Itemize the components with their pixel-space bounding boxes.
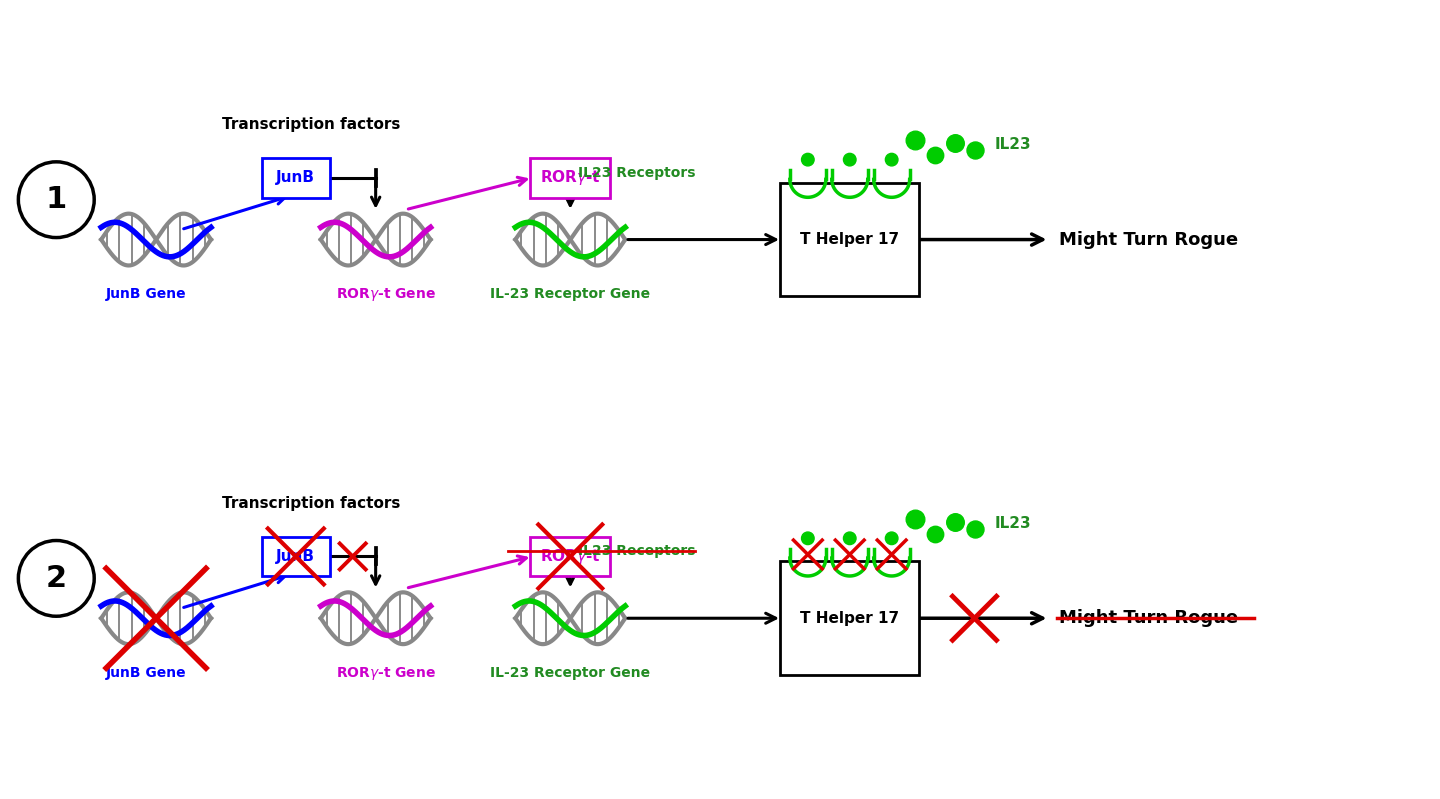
- Text: Might Turn Rogue: Might Turn Rogue: [1060, 609, 1238, 627]
- Text: T Helper 17: T Helper 17: [801, 232, 900, 247]
- Circle shape: [844, 532, 855, 545]
- Text: T Helper 17: T Helper 17: [801, 610, 900, 626]
- Circle shape: [802, 532, 814, 545]
- Text: JunB: JunB: [276, 549, 315, 564]
- FancyBboxPatch shape: [530, 158, 611, 197]
- Text: IL23 Receptors: IL23 Receptors: [577, 544, 696, 559]
- Text: 2: 2: [46, 564, 66, 593]
- Text: IL23 Receptors: IL23 Receptors: [577, 165, 696, 180]
- Circle shape: [19, 540, 94, 616]
- Point: [923, 527, 946, 540]
- Text: JunB Gene: JunB Gene: [105, 666, 186, 680]
- Text: IL-23 Receptor Gene: IL-23 Receptor Gene: [490, 666, 651, 680]
- Text: 1: 1: [46, 185, 66, 214]
- FancyBboxPatch shape: [262, 536, 330, 576]
- Point: [903, 133, 926, 146]
- Point: [963, 523, 986, 535]
- Text: JunB: JunB: [276, 170, 315, 185]
- Text: Transcription factors: Transcription factors: [222, 117, 400, 133]
- Text: ROR$\gamma$-t: ROR$\gamma$-t: [540, 169, 600, 187]
- Text: IL23: IL23: [995, 137, 1031, 153]
- Point: [963, 144, 986, 157]
- Text: ROR$\gamma$-t: ROR$\gamma$-t: [540, 547, 600, 566]
- Circle shape: [844, 153, 855, 166]
- Point: [943, 137, 966, 149]
- Text: IL-23 Receptor Gene: IL-23 Receptor Gene: [490, 288, 651, 301]
- Text: JunB Gene: JunB Gene: [105, 288, 186, 301]
- Circle shape: [886, 153, 899, 166]
- Circle shape: [886, 532, 899, 545]
- FancyBboxPatch shape: [262, 158, 330, 197]
- Text: Transcription factors: Transcription factors: [222, 496, 400, 511]
- Text: IL23: IL23: [995, 516, 1031, 531]
- Text: Might Turn Rogue: Might Turn Rogue: [1060, 231, 1238, 248]
- FancyBboxPatch shape: [530, 536, 611, 576]
- FancyBboxPatch shape: [780, 562, 919, 675]
- Circle shape: [802, 153, 814, 166]
- Text: ROR$\gamma$-t Gene: ROR$\gamma$-t Gene: [336, 286, 436, 303]
- Point: [943, 515, 966, 528]
- Circle shape: [19, 162, 94, 237]
- Point: [923, 149, 946, 161]
- Text: ROR$\gamma$-t Gene: ROR$\gamma$-t Gene: [336, 665, 436, 682]
- FancyBboxPatch shape: [780, 183, 919, 296]
- Point: [903, 512, 926, 525]
